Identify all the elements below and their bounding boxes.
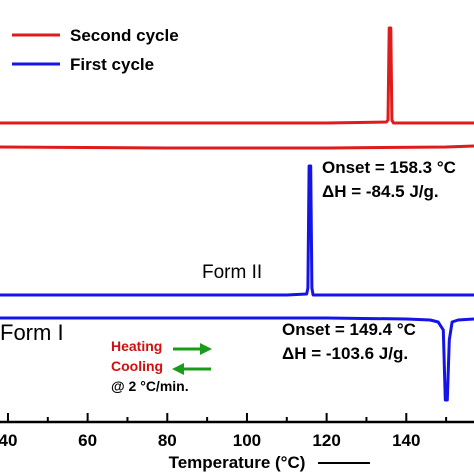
cooling-arrowhead (172, 363, 184, 375)
rate-label: @ 2 °C/min. (111, 378, 189, 394)
dh-second-label: ΔH = -84.5 J/g. (322, 182, 439, 201)
legend-label: First cycle (70, 55, 154, 74)
first-cycle-heating-curve (0, 164, 474, 297)
cooling-label: Cooling (111, 358, 164, 374)
second-cycle-cooling-curve (0, 144, 474, 150)
x-tick-label: 80 (158, 431, 177, 450)
second-cycle-heating-curve (0, 26, 474, 125)
x-axis: 40 60 80 100 120 140 Temperature (°C) (0, 413, 474, 472)
curves-layer (0, 26, 474, 402)
x-axis-label: Temperature (°C) (169, 453, 306, 472)
x-tick-label: 60 (78, 431, 97, 450)
x-tick-label: 100 (233, 431, 261, 450)
legend-label: Second cycle (70, 26, 179, 45)
form-ii-label: Form II (202, 262, 263, 283)
x-tick-label: 40 (0, 431, 17, 450)
x-tick-label: 120 (312, 431, 340, 450)
first-cycle-cooling-curve (0, 316, 474, 402)
heating-label: Heating (111, 338, 163, 354)
onset-first-label: Onset = 149.4 °C (282, 320, 416, 339)
rate-arrows (172, 343, 212, 375)
legend: Second cycle First cycle (12, 26, 179, 74)
dh-first-label: ΔH = -103.6 J/g. (282, 344, 409, 363)
onset-second-label: Onset = 158.3 °C (322, 158, 456, 177)
heating-arrowhead (200, 343, 212, 355)
x-tick-label: 140 (392, 431, 420, 450)
form-i-label: Form I (0, 320, 64, 345)
